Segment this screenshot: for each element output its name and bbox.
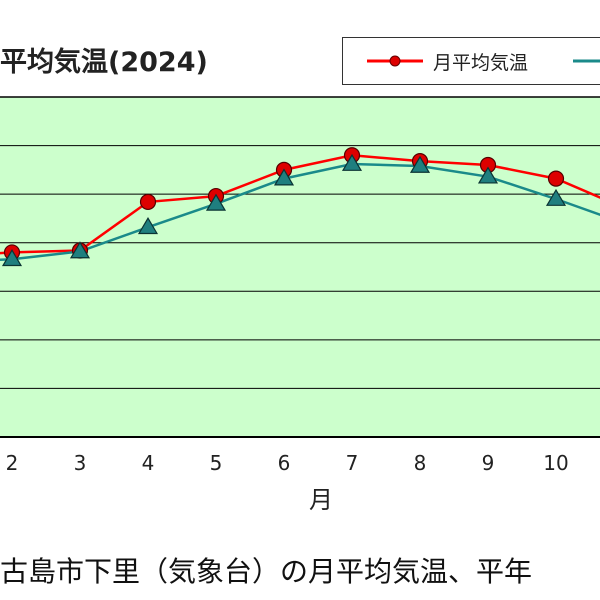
legend: 月平均気温	[342, 37, 600, 85]
plot-area	[0, 97, 600, 437]
data-point-series-2-month-10	[545, 188, 567, 206]
x-tick-label-7: 7	[346, 451, 359, 475]
x-tick-label-8: 8	[414, 451, 427, 475]
x-tick-label-5: 5	[210, 451, 223, 475]
data-point-series-2-month-5	[205, 193, 227, 211]
legend-swatches	[367, 55, 600, 67]
series-line-1	[0, 154, 600, 255]
chart-caption: 古島市下里（気象台）の月平均気温、平年	[0, 555, 533, 588]
data-point-series-2-month-8	[409, 155, 431, 173]
x-tick-label-2: 2	[6, 451, 19, 475]
x-tick-label-10: 10	[543, 451, 568, 475]
data-point-series-2-month-7	[341, 153, 363, 171]
data-point-series-1-month-4	[139, 193, 157, 211]
chart-canvas: 2 3 4 5 6 7 8 9 10 月	[0, 96, 600, 514]
legend-label-series-1: 月平均気温	[433, 52, 529, 74]
x-tick-label-3: 3	[74, 451, 87, 475]
data-point-series-2-month-9	[477, 166, 499, 184]
chart-title: 平均気温(2024)	[0, 47, 208, 78]
x-tick-label-4: 4	[142, 451, 155, 475]
x-axis-title: 月	[309, 486, 333, 514]
series-line-2	[0, 162, 600, 261]
data-point-series-2-month-4	[137, 216, 159, 235]
legend-marker-series-1	[389, 55, 401, 67]
x-tick-label-9: 9	[482, 451, 495, 475]
data-point-series-1-month-10	[547, 170, 565, 187]
data-point-series-2-month-3	[69, 241, 91, 259]
data-point-series-2-month-2	[1, 249, 23, 267]
x-tick-label-6: 6	[278, 451, 291, 475]
data-point-series-2-month-6	[273, 168, 295, 186]
